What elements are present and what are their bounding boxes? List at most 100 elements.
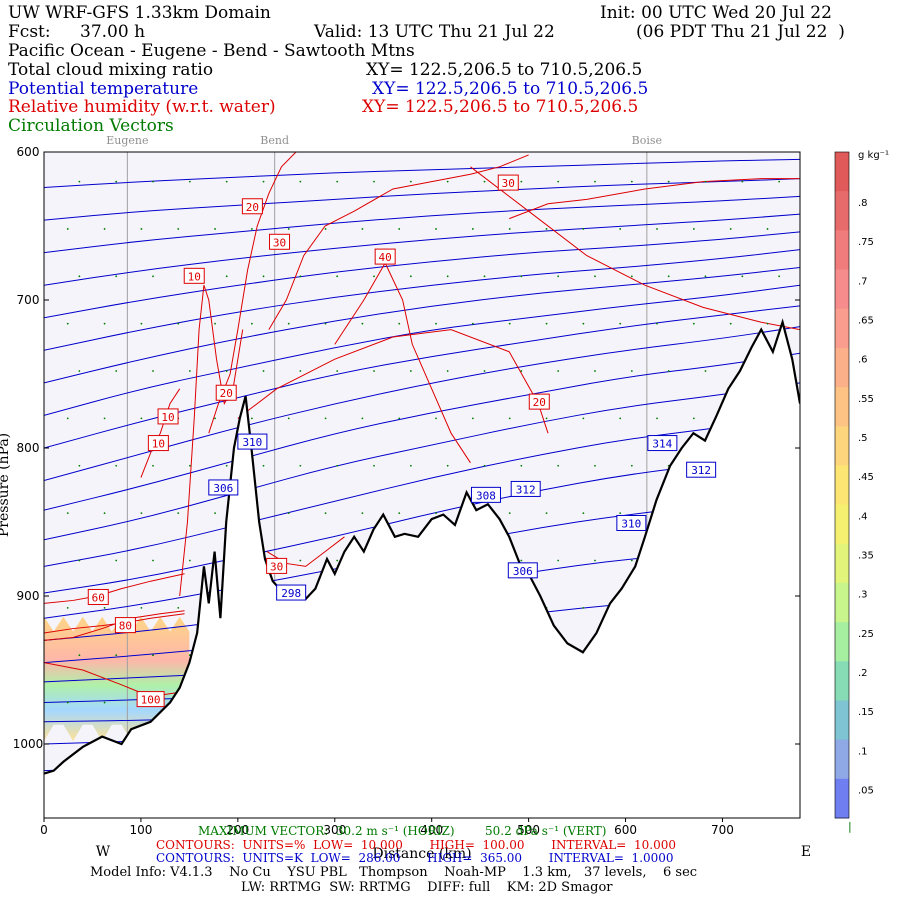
rh-label-6: 10 <box>157 408 179 425</box>
vector-dot <box>299 275 302 278</box>
vector-dot <box>78 180 81 183</box>
x-tick-label: 0 <box>40 823 48 837</box>
vector-dot <box>594 464 596 467</box>
theta-label-text: 298 <box>281 587 301 600</box>
theta-label-text: 310 <box>621 517 641 530</box>
colorbar-band <box>835 582 849 623</box>
vector-dot <box>115 370 118 372</box>
vector-dot <box>66 228 69 230</box>
rh-label-text: 10 <box>161 411 174 424</box>
vector-dot <box>778 180 781 183</box>
x-tick-label: 400 <box>420 823 443 837</box>
theta-label-text: 312 <box>691 464 711 477</box>
vector-dot <box>630 559 633 562</box>
vector-dot <box>324 322 327 325</box>
theta-contour-314 <box>44 305 800 449</box>
vector-dot <box>483 275 486 278</box>
colorbar-band <box>835 700 849 741</box>
vector-dot <box>582 512 585 515</box>
colorbar-tick-label: .2 <box>858 668 868 679</box>
rh-label-9: 30 <box>266 557 288 574</box>
vector-dot <box>667 275 670 278</box>
vector-dot <box>299 559 302 562</box>
field-theta-name: Potential temperature <box>8 79 199 99</box>
rh-label-text: 60 <box>92 591 105 604</box>
theta-label-box <box>510 480 541 497</box>
vector-dot <box>545 512 548 515</box>
rh-label-box <box>215 384 237 401</box>
vector-dot <box>262 464 265 467</box>
theta-label-text: 312 <box>516 483 536 496</box>
vector-dot <box>140 322 143 325</box>
theta-label-1: 306 <box>208 479 239 496</box>
vector-dot <box>398 417 401 420</box>
vector-dot <box>471 322 474 325</box>
vector-dot <box>299 180 302 183</box>
rh-label-12: 100 <box>136 691 165 708</box>
theta-label-2: 308 <box>470 486 501 503</box>
rh-label-text: 20 <box>246 201 259 214</box>
vector-dot <box>66 701 69 704</box>
colorbar-band <box>835 308 849 349</box>
rh-label-box <box>157 408 179 425</box>
theta-label-text: 308 <box>476 489 496 502</box>
vector-dot <box>140 228 143 230</box>
colorbar-tick-label: .35 <box>858 551 874 562</box>
vector-dot <box>766 228 769 230</box>
colorbar-band <box>835 269 849 310</box>
valid-time: Valid: 13 UTC Thu 21 Jul 22 <box>314 22 555 42</box>
vector-dot <box>409 464 412 467</box>
colorbar-band <box>835 778 849 819</box>
rh-contour-60-10 <box>44 573 185 604</box>
rh-label-box <box>269 233 291 250</box>
vector-dot <box>704 370 707 372</box>
colorbar-band <box>835 230 849 271</box>
colorbar-band <box>835 622 849 662</box>
vector-dot <box>692 228 695 230</box>
colorbar-band <box>835 387 849 427</box>
colorbar-band <box>835 426 849 466</box>
vector-dot <box>409 275 412 278</box>
region-title: Pacific Ocean - Eugene - Bend - Sawtooth… <box>8 41 415 61</box>
colorbar-band <box>835 504 849 545</box>
colorbar-tick-label: .7 <box>858 276 868 287</box>
vector-dot <box>435 322 437 325</box>
vector-dot <box>66 322 69 325</box>
theta-label-5: 312 <box>686 461 717 478</box>
vector-dot <box>545 322 548 325</box>
vector-dot <box>483 464 486 467</box>
vector-dot <box>619 512 622 515</box>
vector-dot <box>409 180 412 183</box>
rh-label-text: 40 <box>379 251 392 264</box>
vector-dot <box>361 228 364 230</box>
field-theta-xy: XY= 122.5,206.5 to 710.5,206.5 <box>372 79 649 99</box>
vector-dot <box>262 370 265 372</box>
vector-dot <box>152 654 154 657</box>
rh-label-box <box>136 691 165 708</box>
colorbar-tick-label: .6 <box>858 355 868 366</box>
physics-info: LW: RRTMG SW: RRTMG DIFF: full KM: 2D Sm… <box>241 880 613 895</box>
vector-dot <box>582 417 585 420</box>
vector-dot <box>324 228 327 230</box>
rh-label-text: 30 <box>270 560 283 573</box>
rh-label-box <box>528 393 550 410</box>
rh-label-2: 30 <box>269 233 291 250</box>
x-tick-label: 200 <box>226 823 249 837</box>
vector-dot <box>78 370 81 372</box>
vector-dot <box>188 559 191 562</box>
theta-label-box <box>686 461 717 478</box>
colorbar-tick-label: .1 <box>858 746 868 757</box>
vector-dot <box>287 322 290 325</box>
colorbar-band <box>835 661 849 701</box>
vector-dot <box>630 370 633 372</box>
field-vectors-name: Circulation Vectors <box>8 116 174 136</box>
theta-contour-328 <box>44 178 800 221</box>
vector-dot <box>336 559 339 562</box>
rh-label-4: 10 <box>183 267 205 284</box>
vector-dot <box>373 180 375 183</box>
theta-label-box <box>616 514 647 531</box>
theta-label-6: 310 <box>616 514 647 531</box>
rh-label-text: 30 <box>273 236 286 249</box>
vector-dot <box>704 180 707 183</box>
field-rh-xy: XY= 122.5,206.5 to 710.5,206.5 <box>362 97 639 117</box>
